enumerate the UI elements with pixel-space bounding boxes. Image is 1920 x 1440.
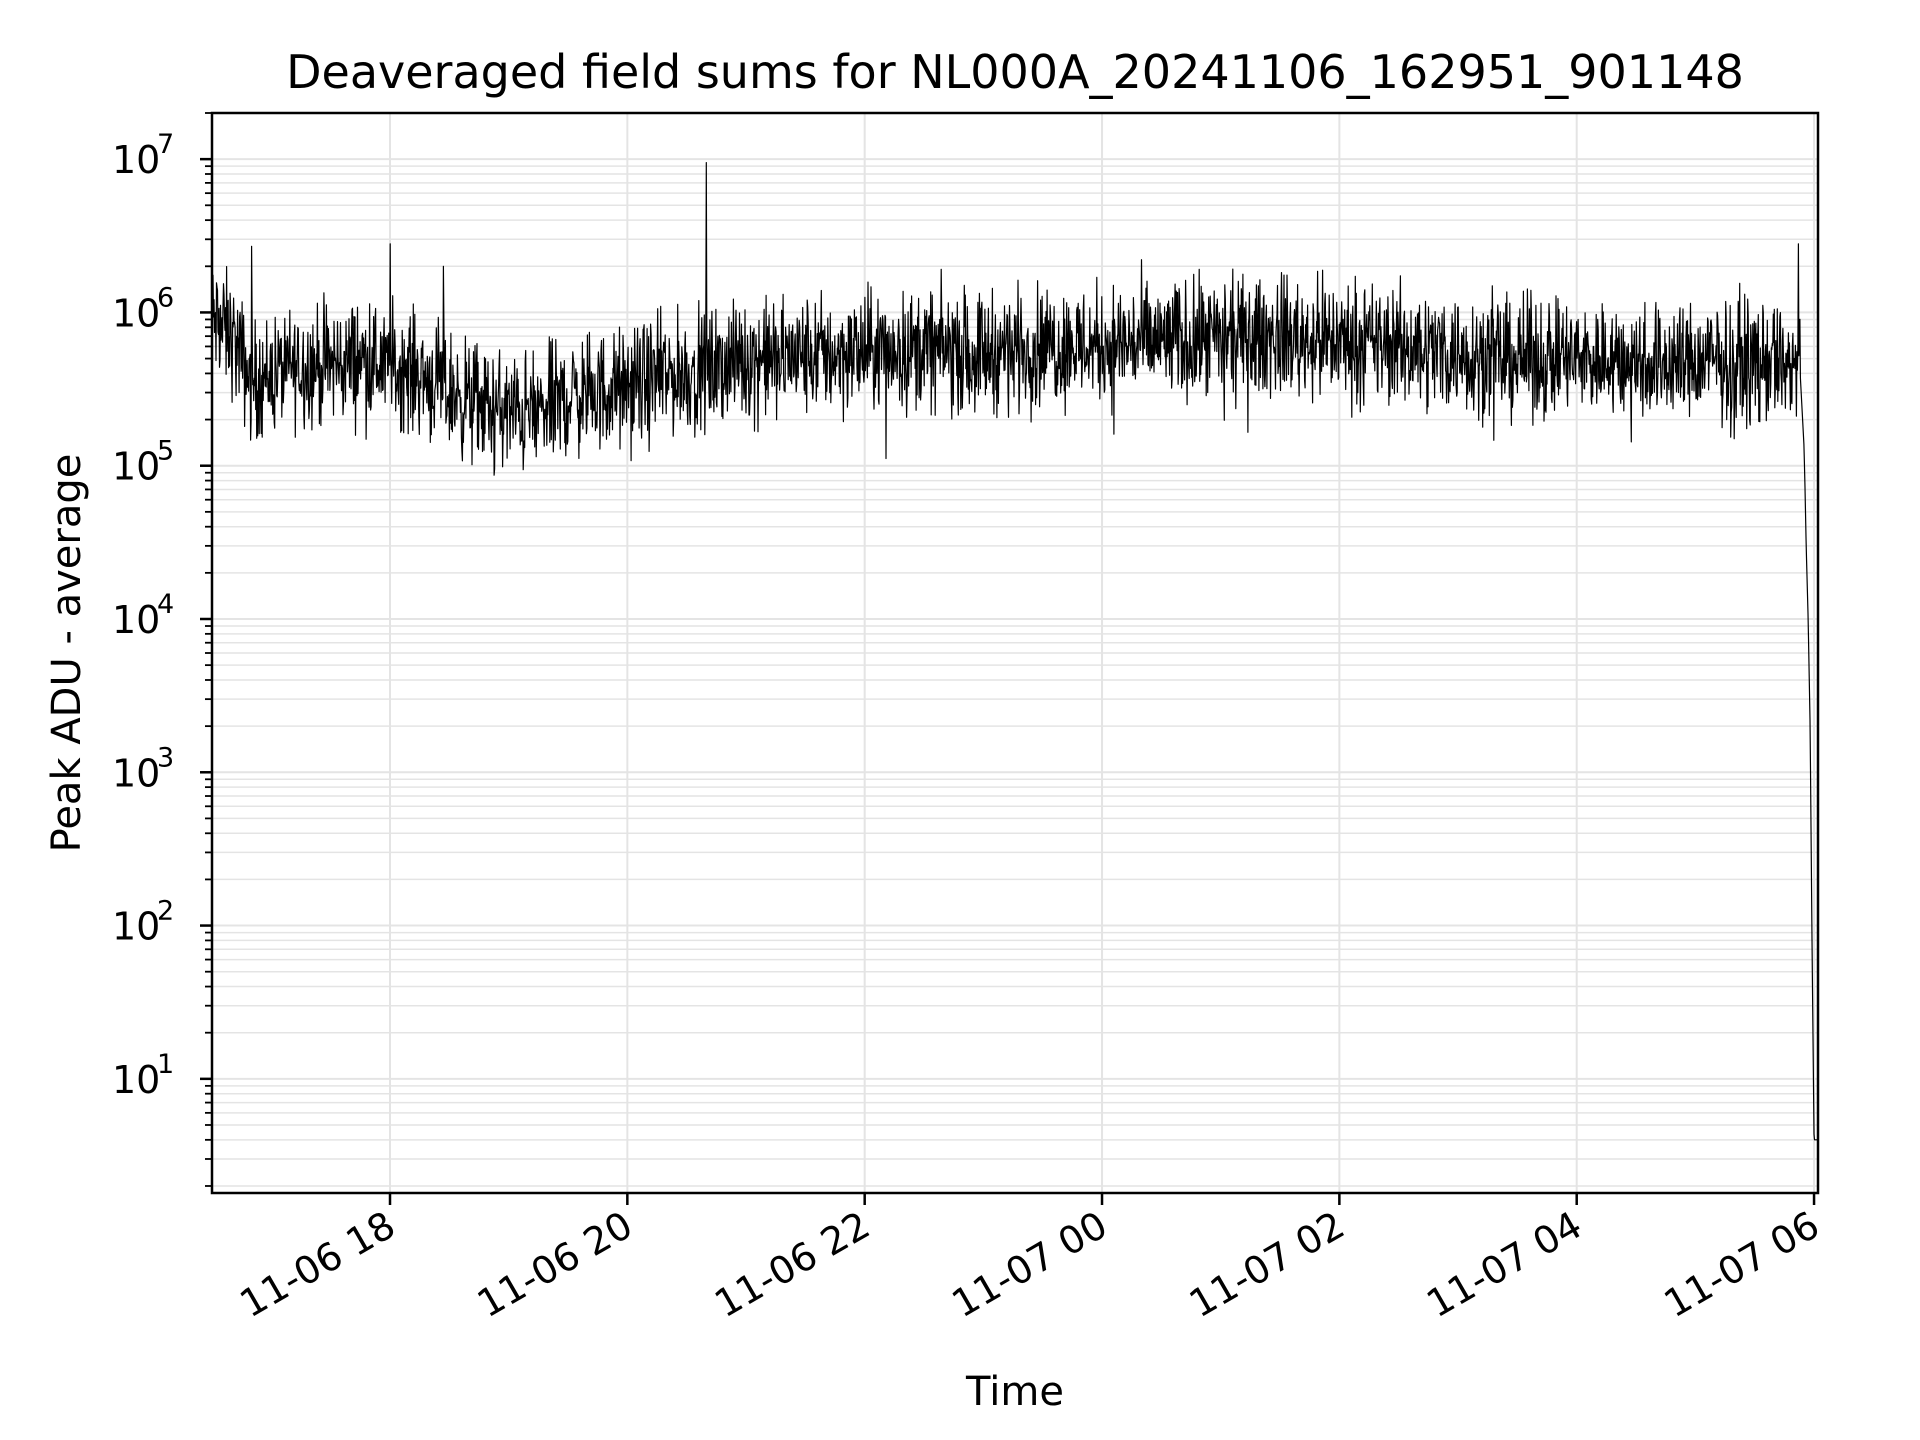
- y-axis-label: Peak ADU - average: [44, 454, 90, 853]
- svg-text:10: 10: [112, 445, 160, 489]
- svg-text:10: 10: [112, 598, 160, 642]
- chart-title: Deaveraged field sums for NL000A_2024110…: [286, 45, 1744, 99]
- svg-text:3: 3: [157, 742, 174, 773]
- y-tick-label: 102: [112, 896, 174, 949]
- y-tick-label: 105: [112, 436, 174, 489]
- svg-text:10: 10: [112, 751, 160, 795]
- svg-text:7: 7: [157, 129, 174, 160]
- svg-text:10: 10: [112, 1058, 160, 1102]
- y-tick-label: 106: [112, 282, 174, 335]
- svg-text:1: 1: [157, 1049, 174, 1080]
- svg-text:4: 4: [157, 589, 174, 620]
- svg-text:5: 5: [157, 436, 174, 467]
- data-line: [211, 162, 1819, 1141]
- svg-text:10: 10: [112, 291, 160, 335]
- y-tick-label: 104: [112, 589, 174, 642]
- x-axis-label: Time: [965, 1369, 1064, 1415]
- svg-text:10: 10: [112, 138, 160, 182]
- svg-text:6: 6: [157, 282, 174, 313]
- grid-layer: [212, 112, 1818, 1193]
- y-tick-label: 101: [112, 1049, 174, 1102]
- svg-text:2: 2: [157, 896, 174, 927]
- series-layer: [211, 162, 1819, 1141]
- y-tick-label: 107: [112, 129, 174, 182]
- svg-text:10: 10: [112, 905, 160, 949]
- y-tick-label: 103: [112, 742, 174, 795]
